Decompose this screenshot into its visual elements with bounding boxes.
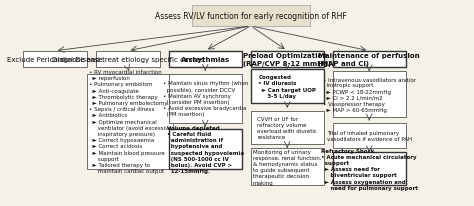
FancyBboxPatch shape — [251, 70, 324, 103]
FancyBboxPatch shape — [333, 72, 406, 117]
FancyBboxPatch shape — [251, 52, 324, 68]
FancyBboxPatch shape — [169, 52, 242, 68]
Text: Arrhythmias: Arrhythmias — [181, 57, 230, 63]
FancyBboxPatch shape — [333, 52, 406, 68]
FancyBboxPatch shape — [96, 52, 160, 68]
Text: • Maintain sinus rhythm (when
  possible), consider DCCV
• Maintain AV synchrony: • Maintain sinus rhythm (when possible),… — [163, 81, 248, 117]
Text: Preload Optimization
(RAP/CVP 8-12 mmHg): Preload Optimization (RAP/CVP 8-12 mmHg) — [243, 53, 331, 67]
Text: Exclude Pericardial Disease: Exclude Pericardial Disease — [7, 57, 103, 63]
FancyBboxPatch shape — [87, 74, 173, 169]
FancyBboxPatch shape — [251, 148, 324, 185]
Text: • Intravenous vasodilators and/or
  inotropic support
  ► PCWP < 18-22mmHg
  ► C: • Intravenous vasodilators and/or inotro… — [323, 77, 416, 113]
Text: Volume depleted
• Careful fluid
  administration if
  hypotensive and
  suspecte: Volume depleted • Careful fluid administ… — [167, 125, 244, 173]
FancyBboxPatch shape — [169, 74, 242, 124]
Text: Refractory Shock
• Acute mechanical circulatory
  support
  ► Assess need for
  : Refractory Shock • Acute mechanical circ… — [321, 148, 418, 190]
Text: Congested
• IV diuresis
  ► Can target UOP
     3-5 L/day: Congested • IV diuresis ► Can target UOP… — [258, 75, 316, 98]
FancyBboxPatch shape — [333, 124, 406, 148]
FancyBboxPatch shape — [191, 6, 310, 27]
FancyBboxPatch shape — [251, 111, 324, 144]
Text: • RV myocardial infarction
  ► reperfusion
• Pulmonary embolism
  ► Anti-coagula: • RV myocardial infarction ► reperfusion… — [89, 70, 172, 173]
FancyBboxPatch shape — [333, 152, 406, 185]
Text: Diagnose and treat etiology specific causes: Diagnose and treat etiology specific cau… — [52, 57, 204, 63]
FancyBboxPatch shape — [169, 130, 242, 169]
Text: CVVH or UF for
refractory volume
overload with diuretic
resistance: CVVH or UF for refractory volume overloa… — [257, 116, 317, 139]
Text: Trial of inhaled pulmonary
vasodilators if evidence of PAH: Trial of inhaled pulmonary vasodilators … — [327, 130, 412, 142]
Text: Monitoring of urinary
response, renal function,
& hemodynamic status
to guide su: Monitoring of urinary response, renal fu… — [253, 149, 321, 185]
Text: Assess RV/LV function for early recognition of RHF: Assess RV/LV function for early recognit… — [155, 12, 346, 21]
Text: Maintenance of perfusion
(MAP and CI): Maintenance of perfusion (MAP and CI) — [319, 53, 420, 67]
FancyBboxPatch shape — [23, 52, 87, 68]
